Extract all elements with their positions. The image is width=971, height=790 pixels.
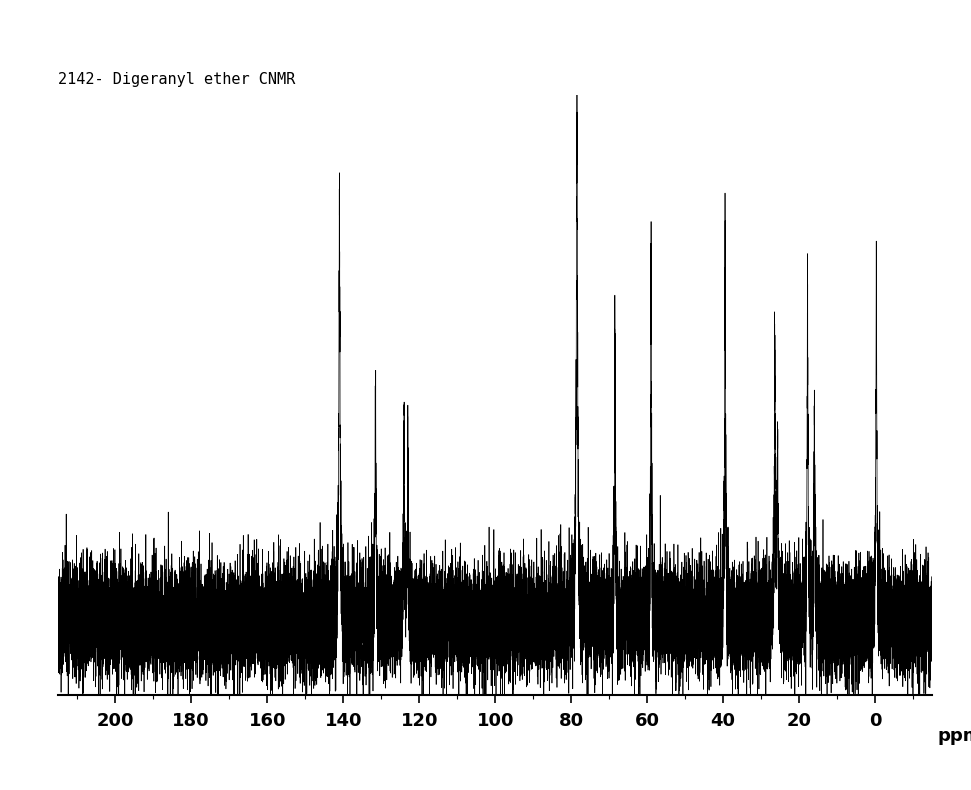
Text: ppm: ppm bbox=[937, 727, 971, 745]
Text: 2142- Digeranyl ether CNMR: 2142- Digeranyl ether CNMR bbox=[58, 72, 295, 87]
